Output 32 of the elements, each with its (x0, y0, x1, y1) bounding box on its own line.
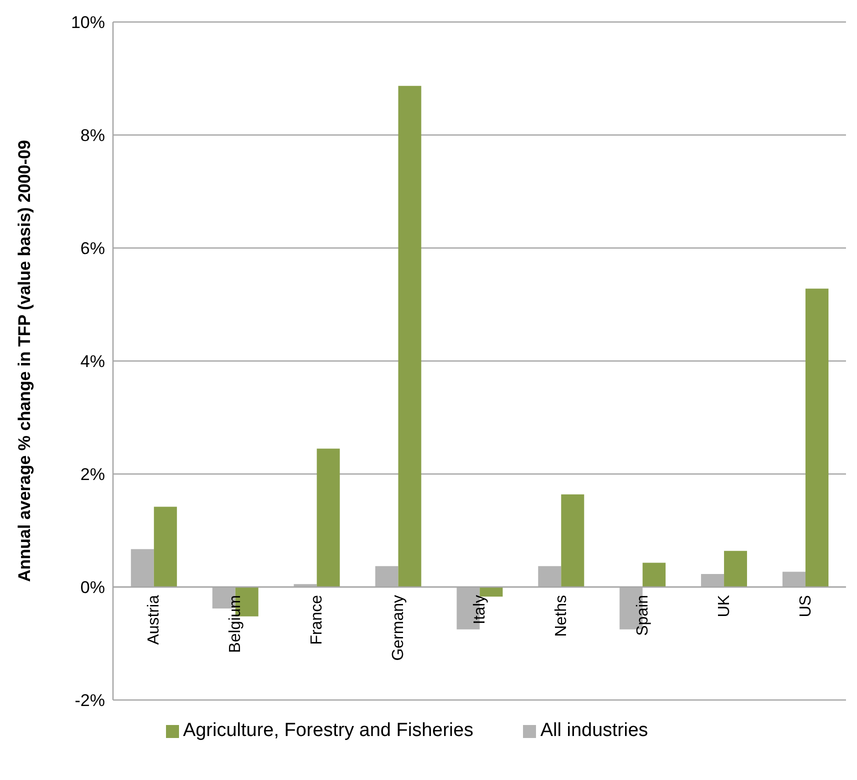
bar (316, 448, 340, 587)
bar (480, 587, 503, 597)
y-tick-label: 0% (80, 578, 105, 598)
x-tick-label: France (308, 594, 326, 645)
y-axis-title: Annual average % change in TFP (value basis) 2000-09 (15, 140, 34, 582)
y-tick-label: 4% (80, 352, 105, 372)
bar (724, 550, 748, 587)
bar (538, 566, 562, 587)
bar (375, 566, 398, 587)
x-tick-label: Italy (472, 595, 488, 624)
bar (805, 288, 828, 587)
bar (561, 494, 584, 587)
y-tick-label: 6% (80, 239, 105, 258)
x-tick-label: US (797, 595, 814, 618)
x-tick-label: Austria (146, 594, 163, 645)
y-tick-label: 2% (80, 465, 105, 484)
bar (642, 562, 666, 587)
bar (701, 574, 724, 587)
x-tick-label: Belgium (227, 595, 244, 653)
x-tick-label: Spain (634, 595, 652, 636)
x-tick-label: Germany (390, 595, 408, 661)
bar (398, 86, 422, 587)
bar (782, 572, 806, 587)
bar (130, 549, 154, 587)
legend-label: All industries (540, 720, 648, 741)
x-tick-label: Neths (552, 595, 570, 637)
bar (154, 506, 177, 587)
y-tick-label: 8% (80, 126, 105, 146)
y-tick-label: 10% (70, 13, 105, 32)
y-tick-label: -2% (74, 691, 105, 710)
x-tick-label: UK (716, 594, 733, 618)
legend-label: Agriculture, Forestry and Fisheries (182, 720, 474, 741)
